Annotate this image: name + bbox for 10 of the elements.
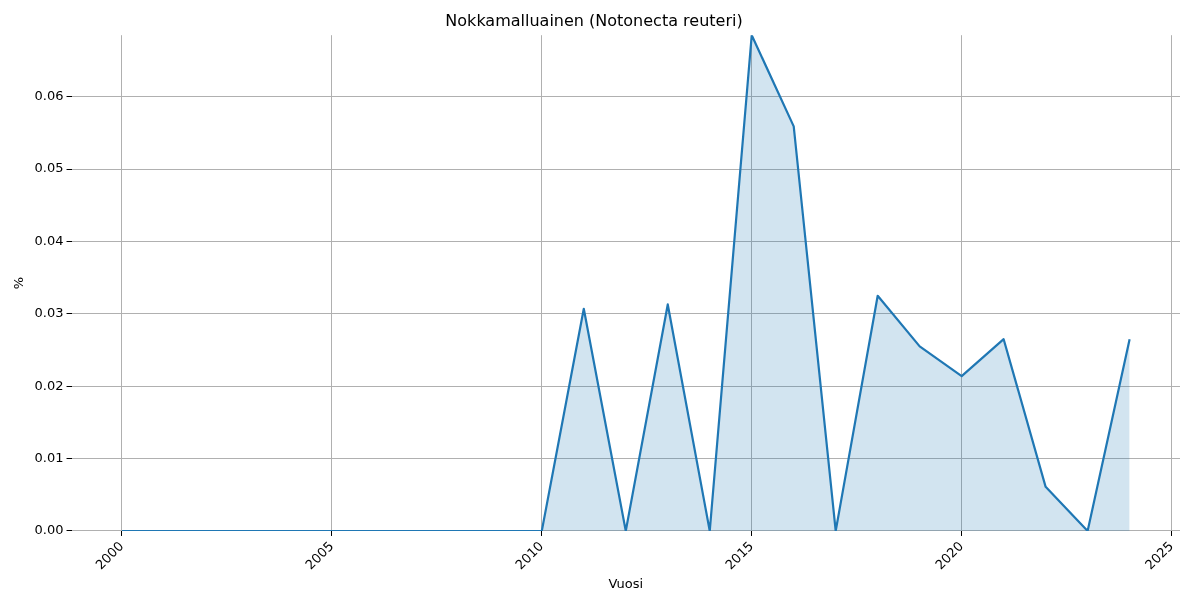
y-tick-label: 0.03	[34, 305, 64, 321]
chart-title: Nokkamalluainen (Notonecta reuteri)	[445, 10, 743, 30]
y-tick-label: 0.02	[34, 377, 64, 393]
x-axis-title: Vuosi	[608, 575, 644, 591]
y-tick-label: 0.00	[34, 522, 64, 538]
y-tick-label: 0.05	[34, 160, 64, 176]
y-tick-label: 0.04	[34, 232, 64, 248]
y-tick-label: 0.01	[34, 449, 64, 465]
y-tick-label: 0.06	[34, 88, 64, 104]
y-axis-title: %	[11, 276, 27, 290]
